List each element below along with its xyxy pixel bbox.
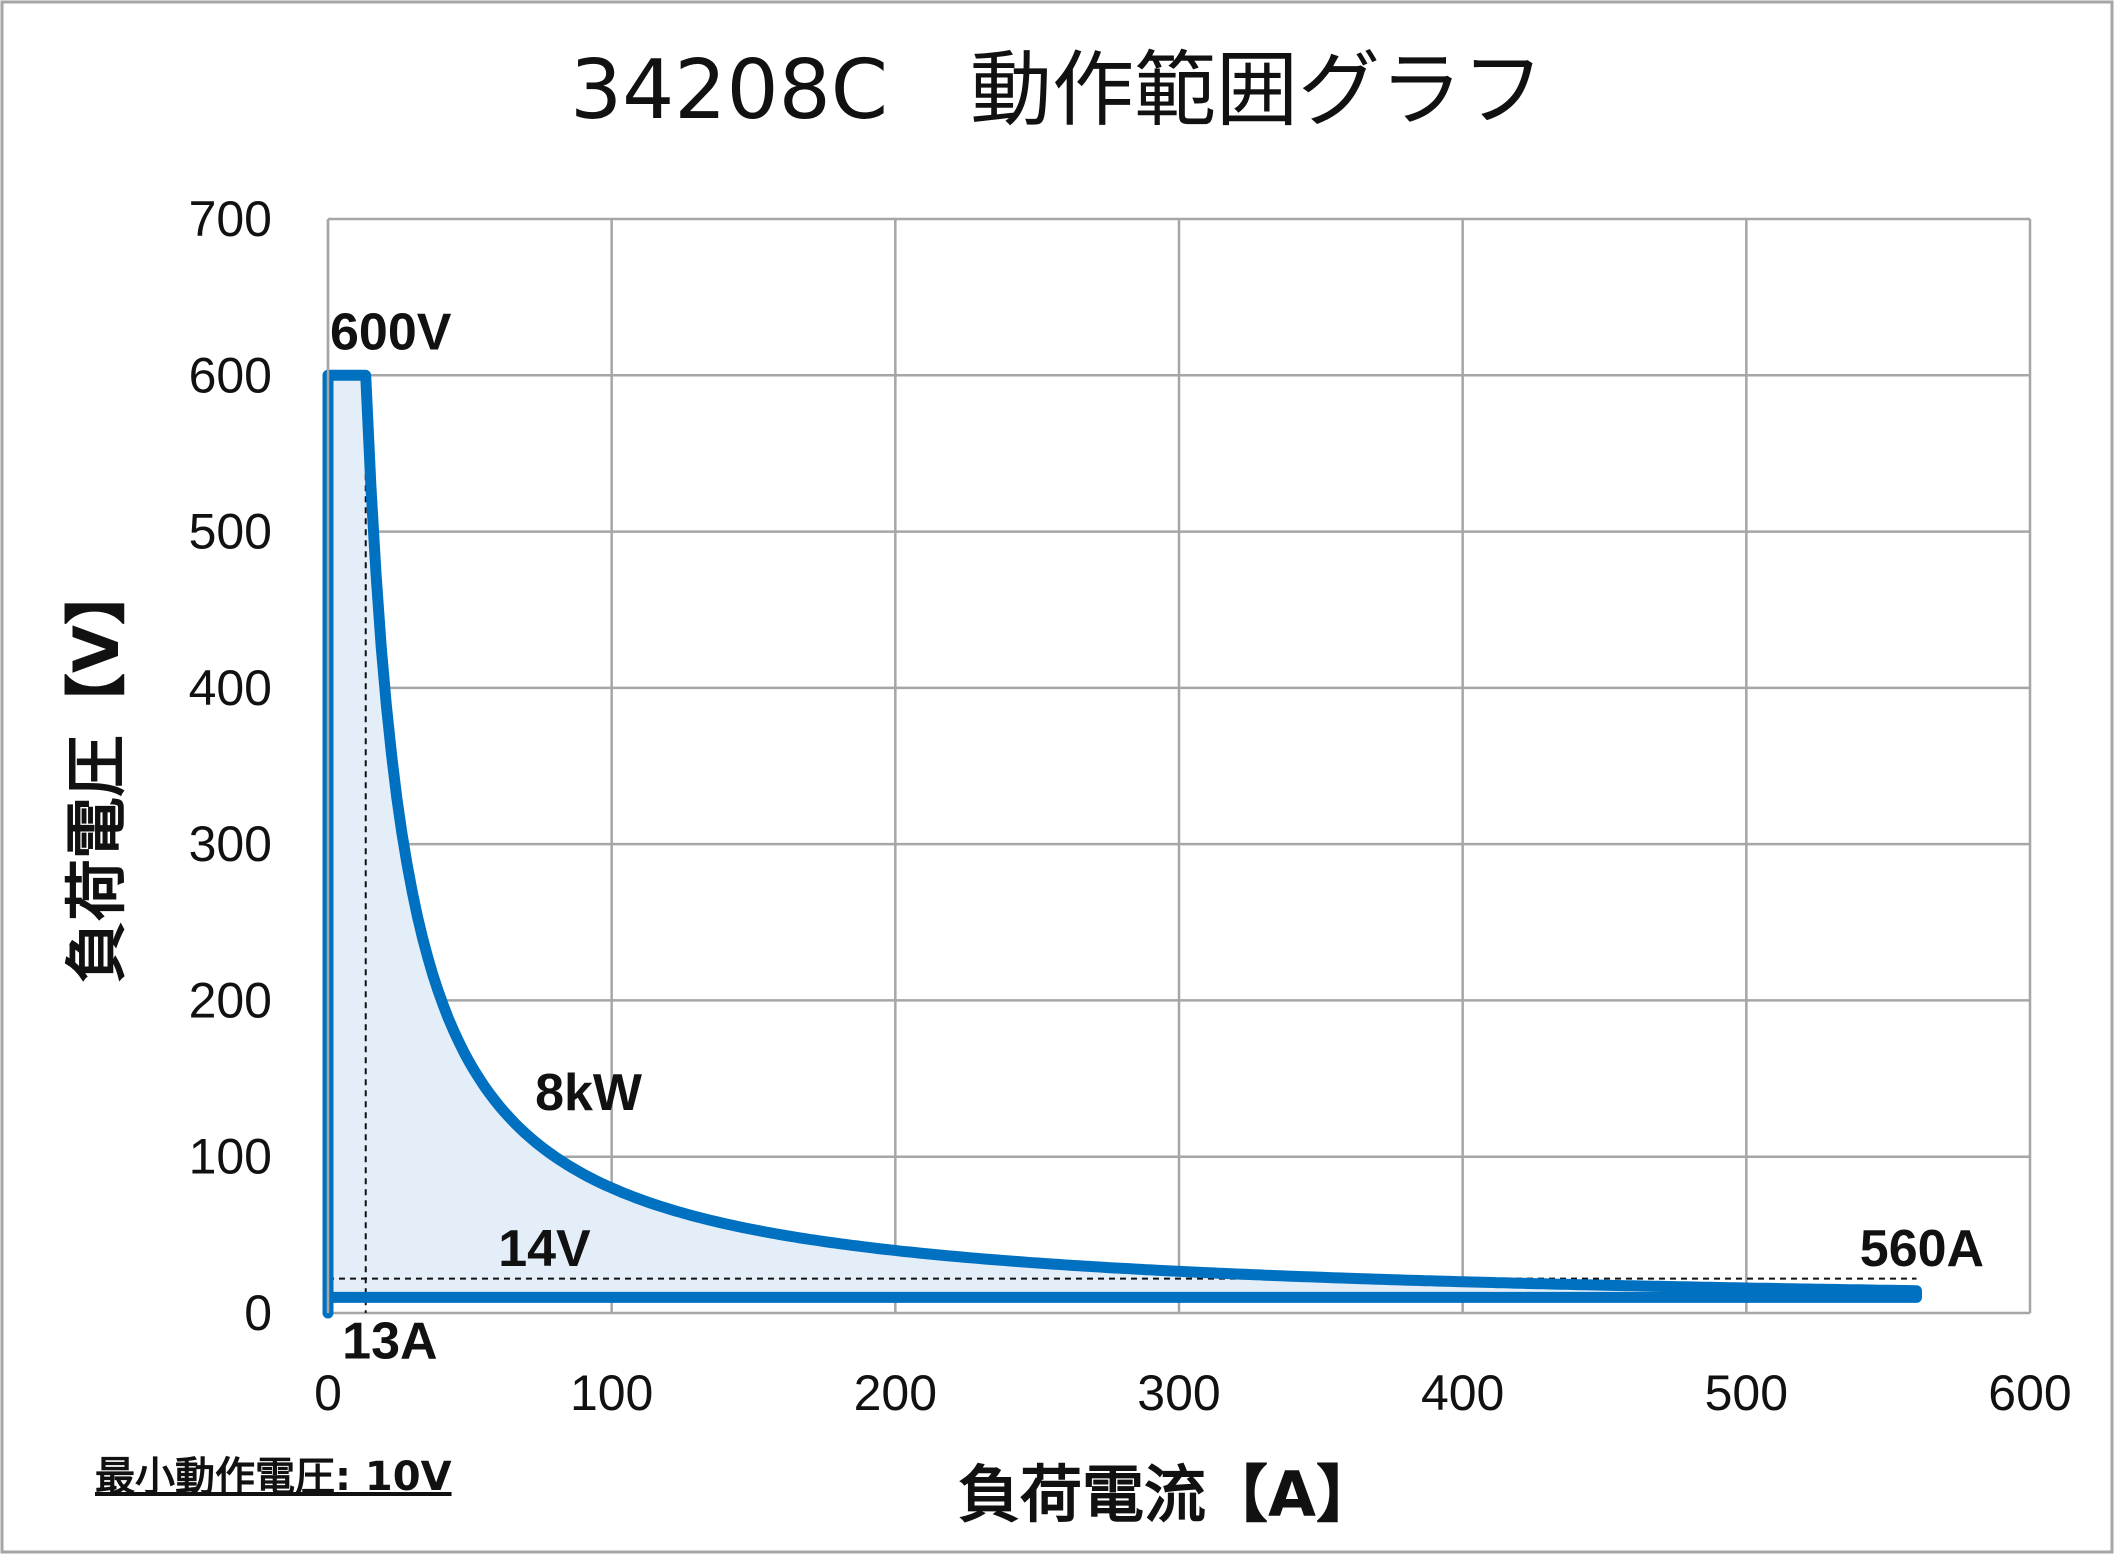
x-tick-labels: 0 100 200 300 400 500 600 [314, 1365, 2072, 1421]
chart-title: 34208C 動作範囲グラフ [570, 43, 1544, 138]
x-tick-label: 300 [1137, 1365, 1220, 1421]
x-tick-label: 200 [854, 1365, 937, 1421]
x-tick-label: 500 [1705, 1365, 1788, 1421]
annotation-label: 14V [498, 1220, 591, 1278]
x-axis-label: 負荷電流【A】 [958, 1458, 1378, 1531]
y-tick-label: 600 [189, 347, 272, 403]
operating-boundary-line [322, 369, 1922, 1319]
annotation-label: 600V [330, 303, 452, 361]
x-tick-label: 0 [314, 1365, 342, 1421]
y-tick-label: 400 [189, 660, 272, 716]
annotation-label: 13A [342, 1313, 437, 1371]
y-axis-label: 負荷電圧【V】 [60, 563, 133, 983]
y-tick-label: 700 [189, 191, 272, 247]
x-tick-label: 600 [1988, 1365, 2071, 1421]
x-tick-label: 400 [1421, 1365, 1504, 1421]
y-tick-labels: 0 100 200 300 400 500 600 700 [189, 191, 272, 1341]
y-tick-label: 300 [189, 816, 272, 872]
y-tick-label: 500 [189, 504, 272, 560]
plot-area [322, 219, 1922, 1319]
operating-region-fill [328, 375, 1917, 1313]
y-tick-label: 200 [189, 972, 272, 1028]
annotation-label: 560A [1860, 1220, 1984, 1278]
y-tick-label: 0 [244, 1285, 272, 1341]
x-tick-label: 100 [570, 1365, 653, 1421]
annotations: 600V 8kW 14V 560A 13A [330, 303, 1984, 1370]
grid [326, 217, 2032, 1315]
y-tick-label: 100 [189, 1129, 272, 1185]
minimum-voltage-note: 最小動作電圧: 10V [95, 1454, 452, 1500]
annotation-label: 8kW [535, 1064, 643, 1122]
